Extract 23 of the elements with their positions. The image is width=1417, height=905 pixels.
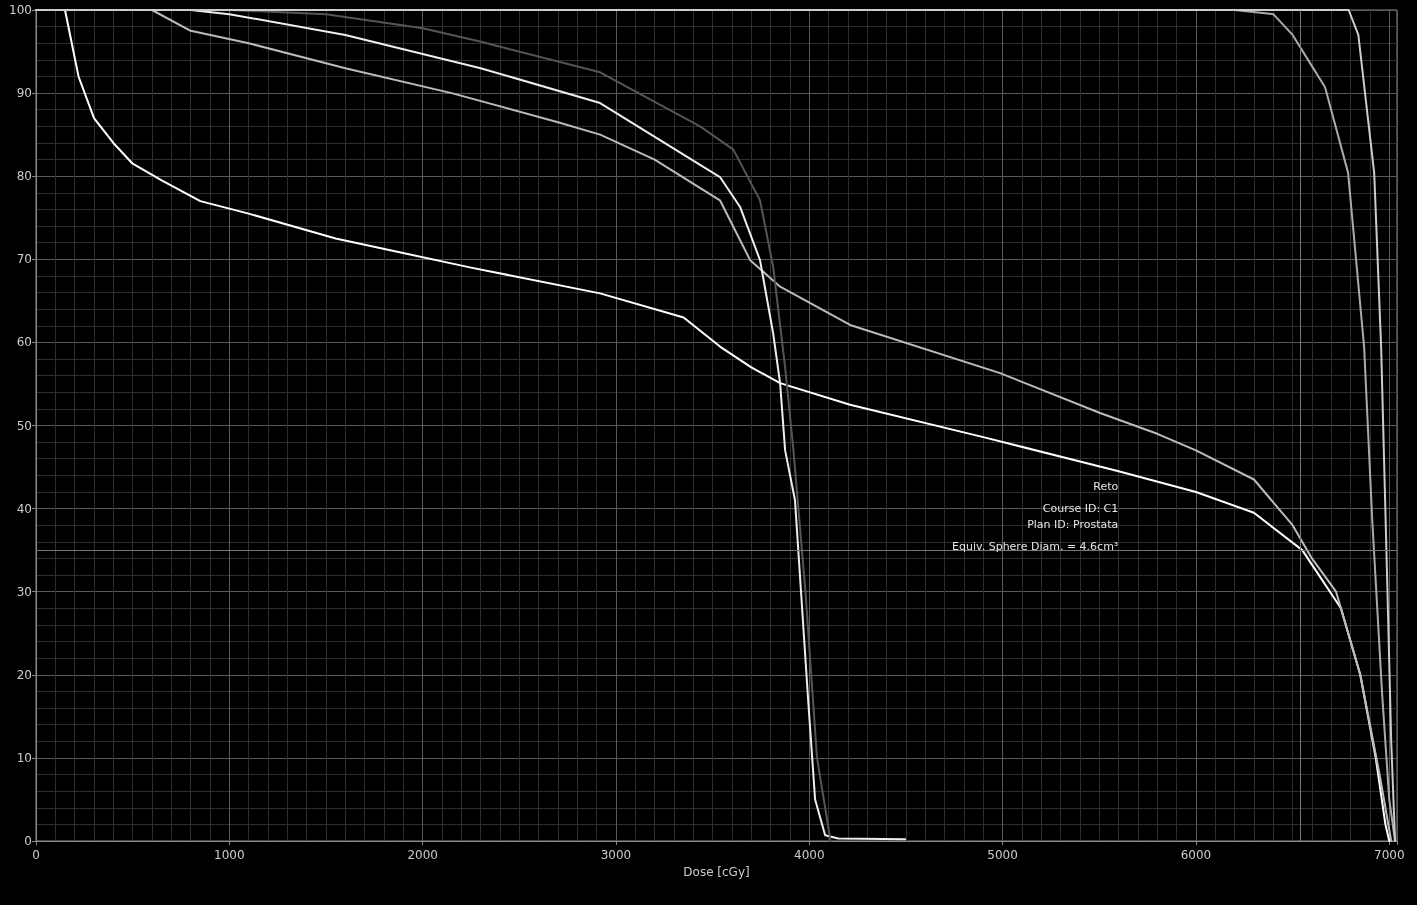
y-tick-label: 70 (16, 252, 32, 267)
x-tick-label: 4000 (794, 848, 825, 862)
y-tick-label: 0 (24, 834, 32, 848)
annotation: Plan ID: Prostata (1027, 518, 1119, 532)
y-tick-label: 30 (16, 584, 32, 599)
y-tick-label: 60 (16, 335, 32, 350)
x-tick-label: 7000 (1373, 848, 1405, 862)
x-tick-label: 2000 (407, 848, 438, 862)
x-tick-label: 1000 (214, 848, 245, 862)
y-tick-label: 80 (16, 169, 32, 184)
x-tick-label: 6000 (1180, 848, 1212, 862)
annotation: Equiv. Sphere Diam. = 4.6cm³ (952, 540, 1119, 554)
annotation: Reto (1093, 480, 1119, 494)
x-tick-label: 5000 (987, 848, 1018, 862)
y-tick-label: 100 (9, 3, 32, 17)
x-axis-title: Dose [cGy] (683, 864, 750, 879)
y-tick-label: 40 (16, 501, 32, 516)
y-tick-label: 20 (16, 667, 32, 682)
y-tick-label: 90 (16, 86, 32, 101)
x-tick-label: 3000 (600, 848, 632, 862)
y-tick-label: 10 (16, 750, 32, 765)
annotation: Course ID: C1 (1042, 502, 1119, 516)
y-tick-label: 50 (16, 418, 32, 433)
